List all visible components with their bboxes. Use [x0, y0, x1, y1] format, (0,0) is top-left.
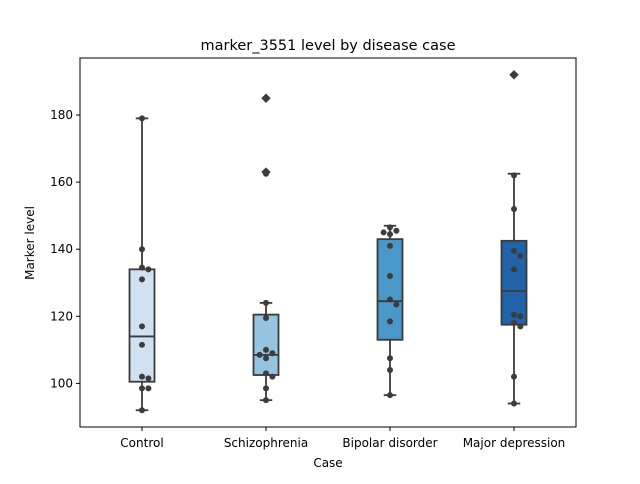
- data-point: [145, 385, 152, 392]
- data-point: [269, 350, 276, 357]
- x-tick-label: Control: [120, 436, 163, 450]
- data-point: [139, 276, 145, 283]
- data-point: [511, 247, 517, 254]
- data-point: [393, 301, 400, 308]
- data-point: [263, 370, 269, 377]
- data-point: [511, 172, 517, 179]
- data-point: [263, 385, 269, 392]
- data-point: [263, 299, 269, 306]
- data-point: [269, 373, 276, 380]
- box-1: [252, 313, 280, 376]
- data-point: [387, 224, 393, 231]
- data-point: [511, 320, 517, 327]
- data-point: [139, 341, 145, 348]
- data-point: [263, 95, 269, 102]
- data-point: [380, 229, 387, 236]
- data-point: [387, 273, 393, 280]
- data-point: [387, 318, 393, 325]
- data-point: [387, 355, 393, 362]
- y-tick-label: 160: [50, 175, 73, 189]
- axes-frame: [79, 57, 577, 428]
- data-point: [139, 373, 145, 380]
- data-point: [517, 313, 524, 320]
- y-tick-label: 140: [50, 242, 73, 256]
- data-point: [511, 266, 517, 273]
- data-point: [139, 385, 145, 392]
- y-tick-label: 120: [50, 309, 73, 323]
- x-tick-label: Schizophrenia: [224, 436, 308, 450]
- data-point: [263, 397, 269, 404]
- x-axis-label: Case: [313, 456, 342, 470]
- chart-title: marker_3551 level by disease case: [201, 38, 456, 54]
- data-point: [387, 392, 393, 399]
- data-point: [511, 311, 517, 318]
- data-point: [387, 296, 393, 303]
- plot-area: 100 120 140 160 180 Control Schizophrenia Bipol…: [50, 70, 566, 450]
- data-point: [517, 323, 524, 330]
- data-point: [145, 375, 152, 382]
- x-tick-label: Major depression: [463, 436, 566, 450]
- data-point: [263, 346, 269, 353]
- y-tick-label: 100: [50, 376, 73, 390]
- data-point: [263, 355, 269, 362]
- data-point: [387, 231, 393, 238]
- y-axis-label: Marker level: [23, 206, 37, 280]
- data-point: [139, 246, 145, 253]
- data-point: [263, 314, 269, 321]
- x-tick-label: Bipolar disorder: [342, 436, 437, 450]
- data-point: [139, 264, 145, 271]
- data-point: [145, 266, 152, 273]
- y-tick-label: 180: [50, 108, 73, 122]
- data-point: [511, 205, 517, 212]
- data-point: [139, 323, 145, 330]
- data-point: [517, 252, 524, 259]
- data-point: [511, 373, 517, 380]
- data-point: [393, 227, 400, 234]
- data-point: [511, 71, 517, 78]
- data-point: [263, 170, 269, 177]
- box-2: [376, 238, 404, 341]
- data-point: [139, 407, 145, 414]
- data-point: [139, 115, 145, 122]
- data-point: [256, 351, 263, 358]
- data-point: [511, 400, 517, 407]
- data-point: [387, 366, 393, 373]
- data-point: [387, 242, 393, 249]
